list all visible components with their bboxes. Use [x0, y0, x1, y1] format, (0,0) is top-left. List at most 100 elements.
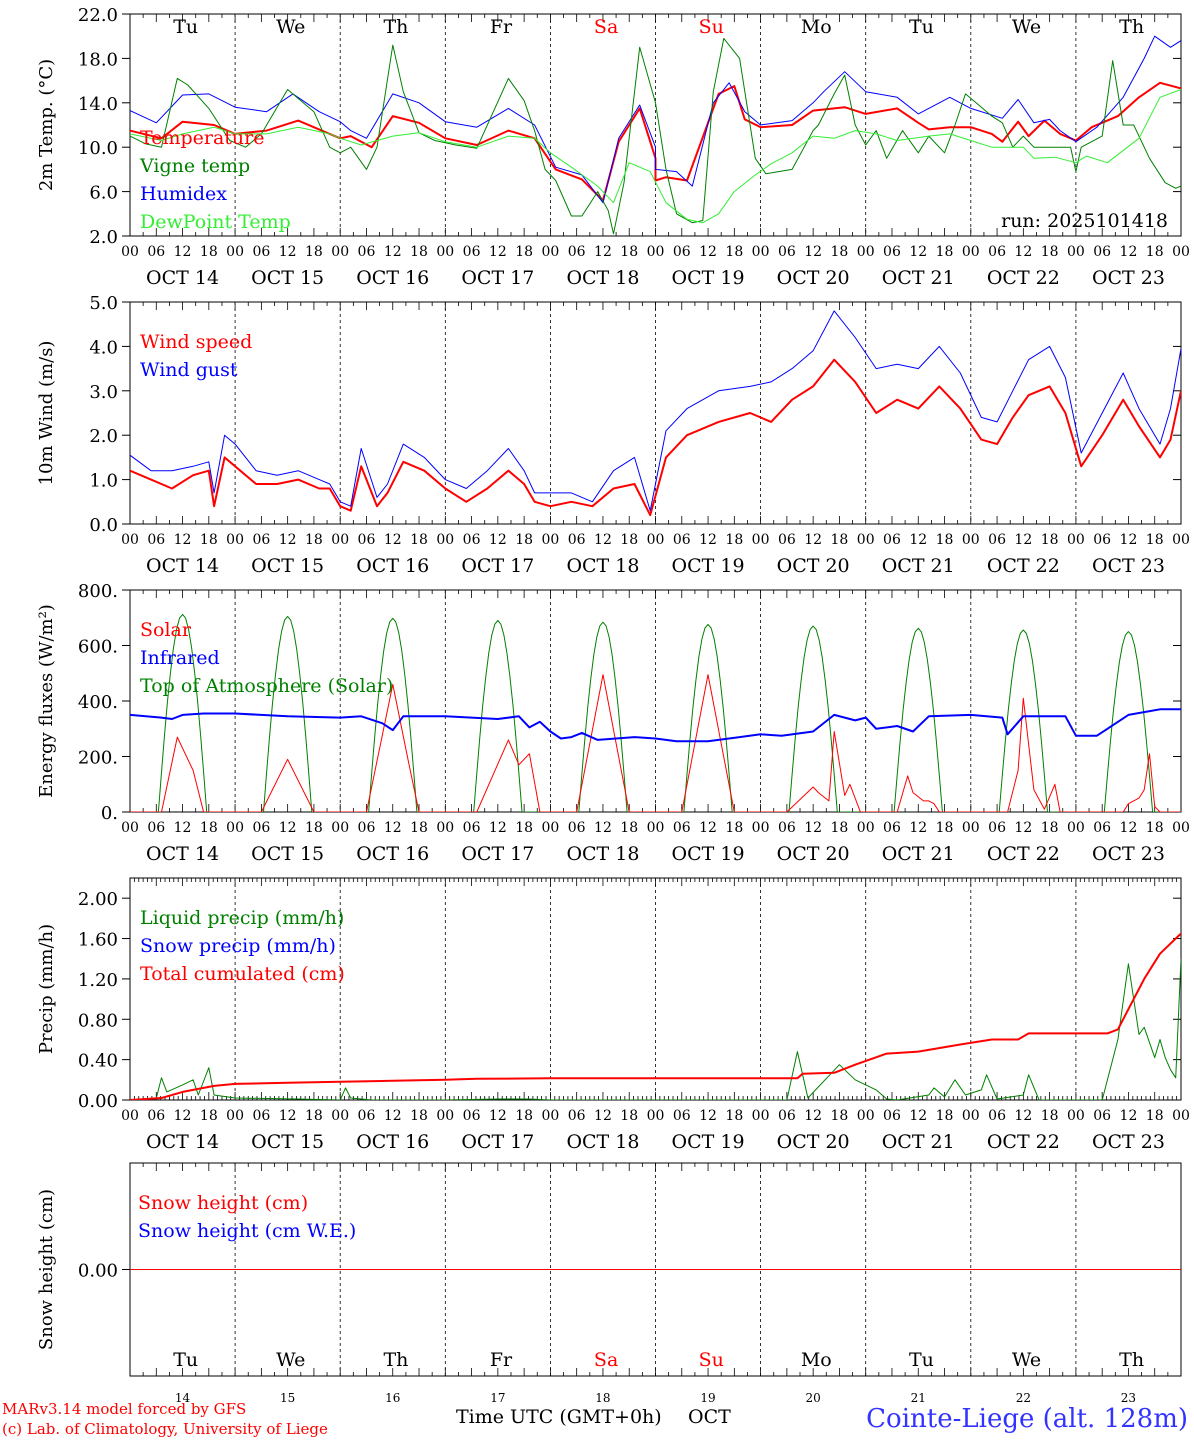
hour-tick-label: 12 [1120, 1108, 1138, 1124]
hour-tick-label: 06 [988, 244, 1006, 260]
hour-tick-label: 18 [1146, 532, 1164, 548]
hour-tick-label: 06 [568, 532, 586, 548]
hour-tick-label: 18 [725, 1108, 743, 1124]
hour-tick-label: 18 [410, 244, 428, 260]
hour-tick-label: 12 [804, 532, 822, 548]
y-tick-label: 2.0 [89, 227, 118, 248]
hour-tick-label: 18 [1041, 1108, 1059, 1124]
y-axis-label: 10m Wind (m/s) [36, 341, 57, 486]
weekday-label: Su [699, 1349, 724, 1371]
hour-tick-label: 00 [121, 244, 139, 260]
hour-tick-label: 06 [252, 820, 270, 836]
series-line-wind-gust [130, 310, 1181, 512]
date-label: OCT 16 [356, 1131, 429, 1153]
hour-tick-label: 12 [489, 532, 507, 548]
hour-tick-label: 00 [857, 532, 875, 548]
hour-tick-label: 12 [174, 244, 192, 260]
hour-tick-label: 00 [1172, 820, 1190, 836]
hour-tick-label: 12 [594, 244, 612, 260]
hour-tick-label: 06 [463, 1108, 481, 1124]
day-number-label: 20 [806, 1391, 821, 1405]
weekday-label: Sa [594, 16, 618, 38]
y-tick-label: 600. [78, 637, 118, 658]
y-tick-label: 0.00 [78, 1091, 118, 1112]
hour-tick-label: 06 [1093, 532, 1111, 548]
hour-tick-label: 06 [988, 532, 1006, 548]
hour-tick-label: 00 [331, 244, 349, 260]
y-axis-label: Precip (mm/h) [36, 924, 57, 1054]
hour-tick-label: 00 [1067, 244, 1085, 260]
date-label: OCT 20 [777, 267, 850, 289]
legend-entry: Wind speed [140, 331, 252, 353]
hour-tick-label: 00 [331, 1108, 349, 1124]
weekday-label: We [1012, 1349, 1041, 1371]
hour-tick-label: 06 [358, 1108, 376, 1124]
hour-tick-label: 06 [358, 820, 376, 836]
hour-tick-label: 18 [936, 820, 954, 836]
hour-tick-label: 18 [305, 244, 323, 260]
date-label: OCT 15 [251, 267, 324, 289]
hour-tick-label: 12 [1120, 820, 1138, 836]
date-label: OCT 21 [882, 843, 955, 865]
hour-tick-label: 00 [436, 1108, 454, 1124]
y-tick-label: 0.80 [78, 1010, 118, 1031]
series-line-top-of-atmosphere-solar [131, 613, 1181, 812]
weekday-label: Su [699, 16, 724, 38]
day-number-label: 22 [1016, 1391, 1031, 1405]
hour-tick-label: 18 [305, 1108, 323, 1124]
hour-tick-label: 06 [147, 244, 165, 260]
date-label: OCT 19 [672, 1131, 745, 1153]
hour-tick-label: 12 [384, 532, 402, 548]
hour-tick-label: 00 [752, 1108, 770, 1124]
hour-tick-label: 18 [936, 1108, 954, 1124]
hour-tick-label: 06 [252, 532, 270, 548]
hour-tick-label: 12 [909, 532, 927, 548]
hour-tick-label: 18 [305, 532, 323, 548]
hour-tick-label: 18 [410, 532, 428, 548]
series-line-liquid-precip-mm-h [130, 958, 1181, 1100]
panel-wind: 0.0 1.0 2.0 3.0 4.0 5.0 10m Wind (m/s) 00 06 12 18… [36, 293, 1190, 577]
hour-tick-label: 12 [1120, 532, 1138, 548]
date-label: OCT 15 [251, 1131, 324, 1153]
hour-tick-label: 12 [909, 1108, 927, 1124]
weekday-label: Tu [173, 16, 198, 38]
hour-tick-label: 00 [962, 820, 980, 836]
y-tick-label: 18.0 [78, 49, 118, 70]
hour-tick-label: 18 [936, 244, 954, 260]
y-tick-label: 0.00 [78, 1261, 118, 1282]
date-label: OCT 23 [1092, 267, 1165, 289]
day-number-label: 18 [595, 1391, 610, 1405]
credit-line-2: (c) Lab. of Climatology, University of L… [2, 1420, 328, 1438]
date-label: OCT 23 [1092, 843, 1165, 865]
y-tick-label: 1.0 [89, 471, 118, 492]
hour-tick-label: 00 [541, 244, 559, 260]
legend-entry: Liquid precip (mm/h) [140, 907, 344, 929]
hour-tick-label: 12 [384, 244, 402, 260]
weekday-label: Th [1119, 16, 1144, 38]
hour-tick-label: 06 [147, 532, 165, 548]
hour-tick-label: 18 [831, 532, 849, 548]
date-label: OCT 17 [461, 267, 534, 289]
hour-tick-label: 00 [226, 820, 244, 836]
date-label: OCT 17 [461, 555, 534, 577]
legend-entry: Top of Atmosphere (Solar) [140, 675, 393, 697]
y-tick-label: 4.0 [89, 337, 118, 358]
hour-tick-label: 12 [489, 1108, 507, 1124]
panel-snow: 0.00 Snow height (cm) Tu We Th Fr Sa Su Mo Tu We Th… [36, 1162, 1182, 1405]
date-label: OCT 17 [461, 843, 534, 865]
date-label: OCT 14 [146, 267, 219, 289]
y-tick-label: 1.60 [78, 930, 118, 951]
series-line-total-cumulated-cm [130, 932, 1181, 1100]
hour-tick-label: 06 [988, 1108, 1006, 1124]
date-label: OCT 17 [461, 1131, 534, 1153]
hour-tick-label: 00 [541, 532, 559, 548]
hour-tick-label: 12 [174, 820, 192, 836]
hour-tick-label: 06 [673, 820, 691, 836]
hour-tick-label: 18 [305, 820, 323, 836]
date-label: OCT 18 [566, 267, 639, 289]
hour-tick-label: 06 [1093, 820, 1111, 836]
date-label: OCT 21 [882, 267, 955, 289]
series-line-dewpoint-temp [130, 89, 1181, 224]
legend-entry: Temperature [140, 127, 264, 149]
date-label: OCT 16 [356, 555, 429, 577]
